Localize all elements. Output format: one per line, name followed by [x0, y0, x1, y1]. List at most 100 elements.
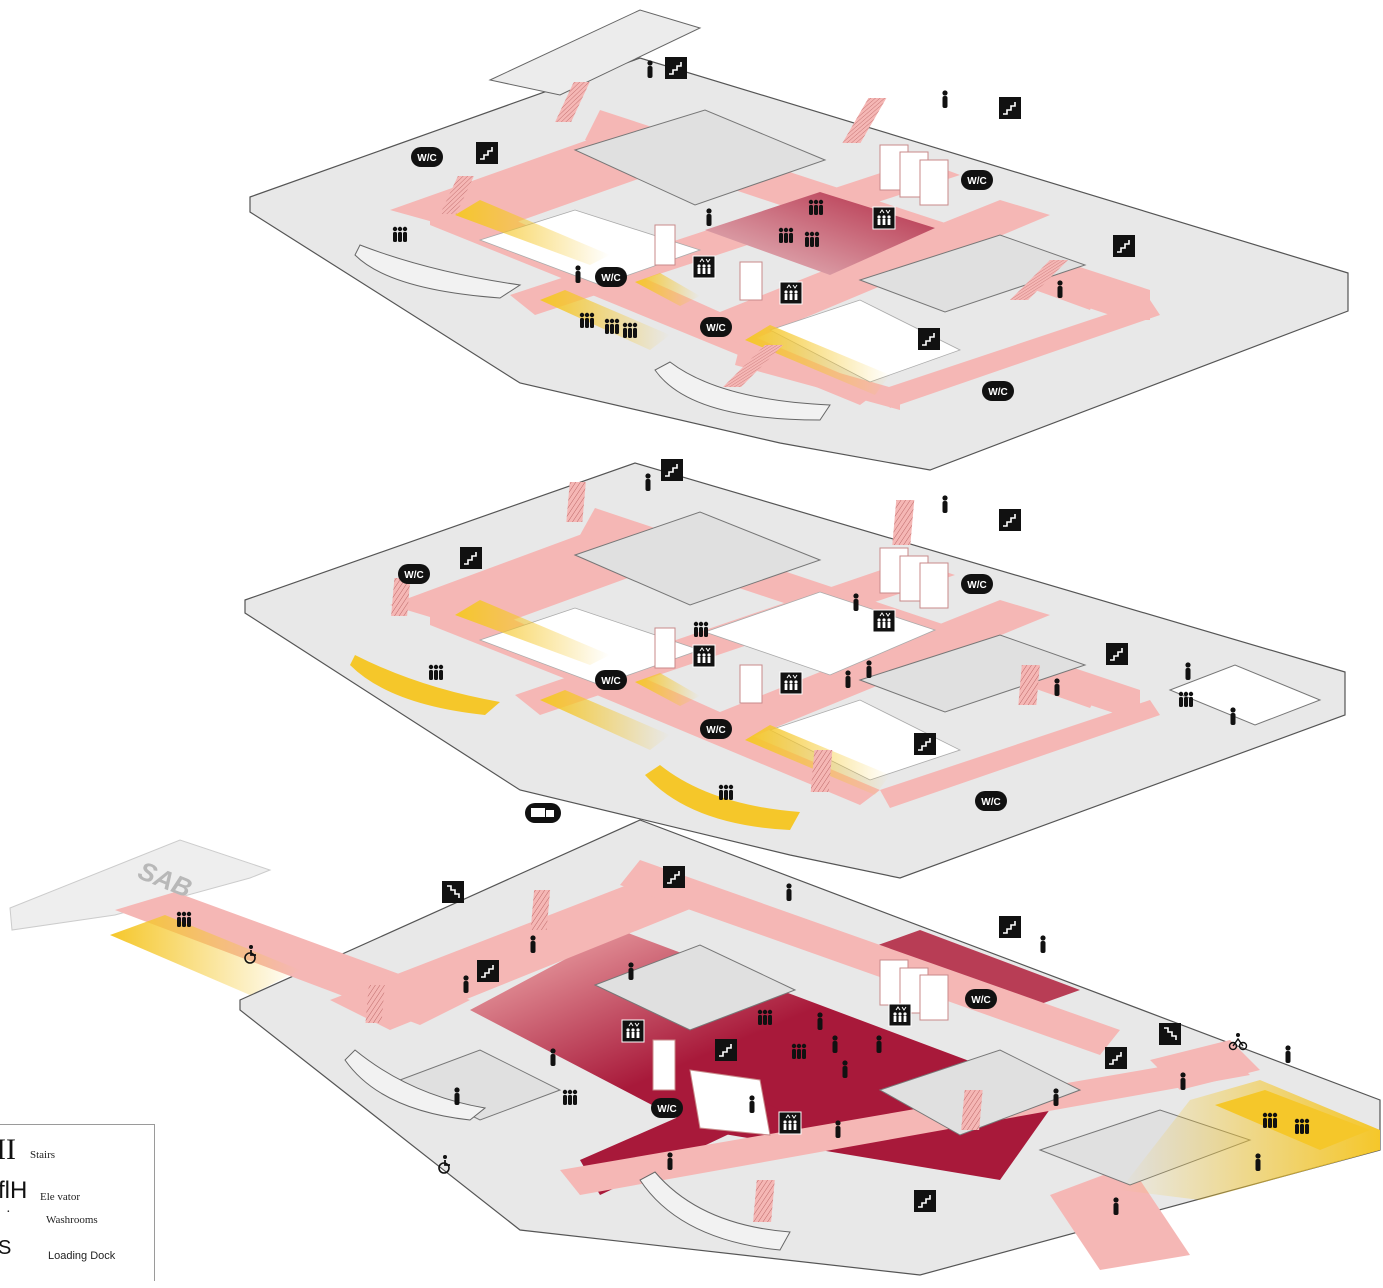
washroom-icon: W/C: [595, 670, 627, 690]
washroom-icon: W/C: [965, 989, 997, 1009]
people-group: [718, 784, 734, 800]
study-area: [635, 673, 700, 706]
svg-text:W/C: W/C: [988, 387, 1007, 398]
ground-floor: SAB: [9, 819, 1381, 1276]
people-group: [693, 621, 709, 637]
person-figure: [942, 90, 948, 108]
washroom-icon: W/C: [982, 381, 1014, 401]
rotunda: [350, 655, 500, 715]
room: [858, 234, 1087, 313]
people-group: [1178, 691, 1194, 707]
legend-label-washrooms: Washrooms: [46, 1214, 98, 1226]
room: [573, 109, 827, 206]
svg-text:W/C: W/C: [967, 176, 986, 187]
svg-text:W/C: W/C: [404, 570, 423, 581]
person-figure: [853, 593, 859, 611]
corridor: [620, 860, 1120, 1055]
staircase: [842, 98, 887, 143]
stairs-icon: [999, 509, 1021, 531]
corridor: [700, 200, 1050, 345]
elevator-icon: [692, 255, 716, 279]
elevator-icon: [779, 281, 803, 305]
rotunda: [344, 1049, 487, 1121]
washroom-icon: W/C: [700, 719, 732, 739]
svg-text:W/C: W/C: [981, 797, 1000, 808]
truck-icon: [525, 803, 561, 823]
person-figure: [1054, 678, 1060, 696]
person-figure: [1053, 1088, 1059, 1106]
stairs-icon: [476, 142, 498, 164]
room: [1168, 664, 1322, 726]
study-area: [635, 273, 700, 306]
staircase: [365, 985, 385, 1023]
person-figure: [463, 975, 469, 993]
staircase: [892, 500, 915, 545]
corridor: [1050, 1165, 1190, 1270]
person-figure: [835, 1120, 841, 1138]
person-figure: [454, 1087, 460, 1105]
elevator-icon: [779, 671, 803, 695]
elevator-icon: [621, 1019, 645, 1043]
staircase: [555, 82, 590, 122]
stairs-icon: [918, 328, 940, 350]
main-hall: [850, 930, 1080, 1015]
people-group: [804, 231, 820, 247]
person-figure: [866, 660, 872, 678]
staircase: [723, 345, 783, 387]
staircase: [566, 482, 586, 522]
washroom-icon: W/C: [398, 564, 430, 584]
study-area: [540, 290, 670, 350]
person-figure: [1255, 1153, 1261, 1171]
middle-floor: [244, 462, 1346, 879]
study-area: [110, 915, 300, 995]
people-group: [757, 1009, 773, 1025]
washroom-icon: W/C: [961, 170, 993, 190]
staircase: [530, 890, 551, 930]
person-figure: [628, 962, 634, 980]
room: [573, 511, 822, 606]
people-group: [778, 227, 794, 243]
corridor: [735, 345, 900, 410]
staircase: [1018, 665, 1040, 705]
elevator-icon: [778, 1111, 802, 1135]
elevator-icon: [888, 1003, 912, 1027]
person-figure: [1230, 707, 1236, 725]
legend-label-stairs: Stairs: [30, 1149, 56, 1161]
elevator-icon: flH: [0, 1177, 28, 1204]
people-group: [1294, 1118, 1310, 1134]
washroom-icon: W/C: [975, 791, 1007, 811]
upper-floor: [249, 9, 1349, 471]
person-figure: [706, 208, 712, 226]
person-figure: [1057, 280, 1063, 298]
svg-text:W/C: W/C: [601, 273, 620, 284]
stairs-icon: [1106, 643, 1128, 665]
washroom-icon: W/C: [651, 1098, 683, 1118]
svg-text:W/C: W/C: [417, 153, 436, 164]
stairs-icon: [1113, 235, 1135, 257]
person-figure: [575, 265, 581, 283]
study-area: [1215, 1090, 1370, 1150]
corridor: [880, 700, 1160, 808]
person-figure: [817, 1012, 823, 1030]
washroom-icon: W/C: [411, 147, 443, 167]
exit-stairs-icon: [442, 881, 464, 903]
staircase: [753, 1180, 775, 1222]
person-figure: [647, 60, 653, 78]
room: [858, 634, 1087, 713]
stairs-icon: [477, 960, 499, 982]
svg-text:W/C: W/C: [967, 580, 986, 591]
washroom-icon: ·: [6, 1205, 11, 1220]
wheelchair-icon: [244, 945, 256, 964]
people-group: [579, 312, 595, 328]
elevator-icon: [872, 609, 896, 633]
stairs-icon: [914, 733, 936, 755]
person-figure: [667, 1152, 673, 1170]
people-group: [604, 318, 620, 334]
person-figure: [832, 1035, 838, 1053]
people-group: [562, 1089, 578, 1105]
staircase: [810, 750, 833, 792]
person-figure: [550, 1048, 556, 1066]
stairs-icon: [663, 866, 685, 888]
stairs-icon: [999, 916, 1021, 938]
